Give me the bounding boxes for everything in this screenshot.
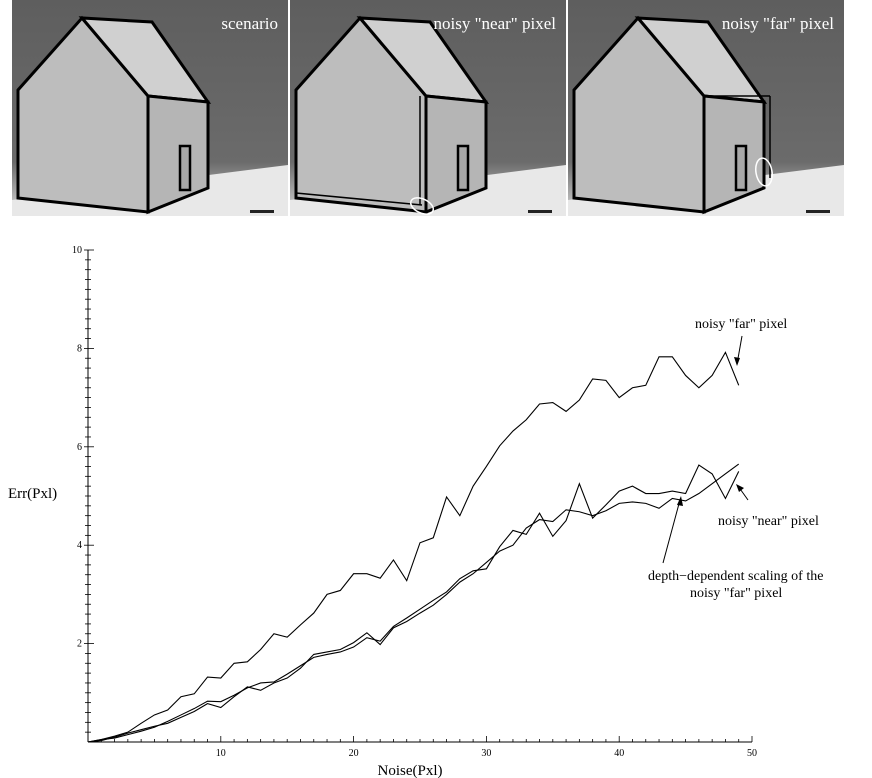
photo-panel-scenario: scenario <box>12 0 288 216</box>
error-chart: 10 20 30 40 50 2 4 6 8 10 Noise(Pxl) Err(Pxl) noisy … <box>0 230 872 778</box>
arrowhead-far <box>734 357 740 366</box>
chart-svg: 10 20 30 40 50 2 4 6 8 10 Noise(Pxl) Err(Pxl) noisy … <box>8 245 823 778</box>
x-tick-label: 40 <box>614 748 624 759</box>
panel-label-near: noisy "near" pixel <box>433 14 556 33</box>
photo-panel-far: noisy "far" pixel <box>568 0 844 216</box>
annotation-far: noisy "far" pixel <box>695 317 787 332</box>
x-axis-label: Noise(Pxl) <box>378 763 443 778</box>
house-image <box>12 0 288 216</box>
x-tick-label: 50 <box>747 748 757 759</box>
series-far-line <box>87 351 740 743</box>
house-image <box>290 0 566 216</box>
annotation-scaled-line2: noisy "far" pixel <box>690 586 782 601</box>
annotation-near: noisy "near" pixel <box>718 514 819 529</box>
series-scaled-line <box>87 463 740 743</box>
panel-label-scenario: scenario <box>221 14 278 33</box>
y-tick-label: 2 <box>77 639 82 650</box>
series-near-line <box>87 464 740 743</box>
x-tick-label: 10 <box>216 748 226 759</box>
y-axis-label: Err(Pxl) <box>8 486 57 502</box>
y-tick-label: 6 <box>77 442 82 453</box>
panel-label-far: noisy "far" pixel <box>721 14 834 33</box>
y-tick-label: 10 <box>72 245 82 256</box>
x-tick-label: 30 <box>481 748 491 759</box>
arrow-scaled <box>662 499 681 564</box>
y-tick-label: 8 <box>77 343 82 354</box>
photo-panel-near: noisy "near" pixel <box>290 0 566 216</box>
annotation-scaled-line1: depth−dependent scaling of the <box>648 569 823 584</box>
arrowhead-near <box>736 484 744 492</box>
arrowhead-scaled <box>677 496 683 506</box>
house-image <box>568 0 844 216</box>
y-tick-label: 4 <box>77 540 82 551</box>
x-tick-label: 20 <box>349 748 359 759</box>
